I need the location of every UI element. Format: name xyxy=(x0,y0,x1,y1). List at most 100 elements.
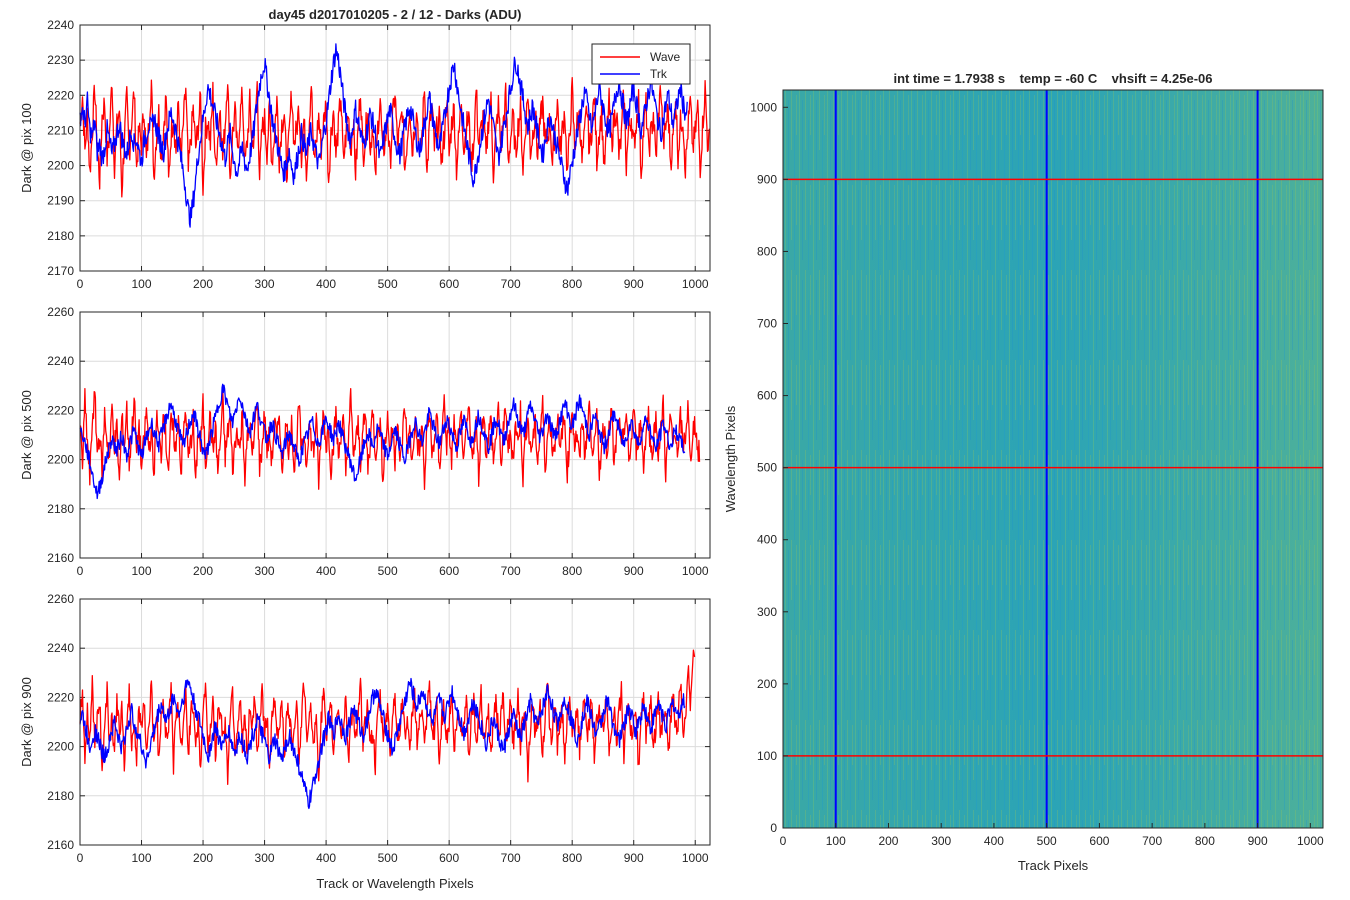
heatmap-title: int time = 1.7938 s temp = -60 C vhsift … xyxy=(893,71,1212,86)
x-tick-label: 0 xyxy=(780,834,787,848)
x-tick-label: 600 xyxy=(439,277,459,291)
x-tick-label: 0 xyxy=(77,564,84,578)
x-tick-label: 100 xyxy=(132,851,152,865)
y-axis-label: Dark @ pix 500 xyxy=(19,390,34,480)
x-tick-label: 300 xyxy=(255,564,275,578)
subplot-dark-pix-900: 2160 2180 2200 2220 2240 2260 0 100 200 300 400 50… xyxy=(19,592,711,891)
x-tick-label: 400 xyxy=(984,834,1004,848)
y-tick-label: 2220 xyxy=(47,403,74,417)
series-group xyxy=(79,649,696,810)
x-tick-label: 100 xyxy=(132,277,152,291)
x-tick-label: 400 xyxy=(316,277,336,291)
x-tick-label: 300 xyxy=(255,277,275,291)
y-axis-label: Wavelength Pixels xyxy=(723,405,738,512)
heatmap-texture xyxy=(783,90,1323,828)
plot-frame xyxy=(79,311,711,559)
y-tick-label: 2200 xyxy=(47,740,74,754)
marker-lines xyxy=(783,90,1323,828)
y-tick-label: 0 xyxy=(770,821,777,835)
y-tick-label: 2220 xyxy=(47,88,74,102)
plot-frame xyxy=(79,598,711,846)
series-group xyxy=(79,43,711,228)
x-tick-label: 1000 xyxy=(682,277,709,291)
y-tick-label: 2180 xyxy=(47,229,74,243)
y-tick-label: 2160 xyxy=(47,551,74,565)
y-tick-label: 300 xyxy=(757,605,777,619)
x-tick-label: 100 xyxy=(826,834,846,848)
y-tick-label: 200 xyxy=(757,677,777,691)
x-tick-label: 300 xyxy=(255,851,275,865)
heatmap-frame xyxy=(782,89,1324,829)
y-tick-labels: 0 100 200 300 400 500 600 700 800 900 1000 xyxy=(750,100,788,835)
y-tick-label: 2260 xyxy=(47,592,74,606)
x-tick-label: 700 xyxy=(501,564,521,578)
heatmap-panel: int time = 1.7938 s temp = -60 C vhsift … xyxy=(723,71,1324,873)
series-line-wave xyxy=(79,77,711,198)
x-tick-label: 1000 xyxy=(1297,834,1324,848)
y-tick-labels: 2160 2180 2200 2220 2240 2260 xyxy=(47,592,74,852)
y-tick-label: 2180 xyxy=(47,502,74,516)
x-tick-label: 900 xyxy=(624,851,644,865)
y-tick-label: 100 xyxy=(757,749,777,763)
y-tick-label: 2240 xyxy=(47,18,74,32)
y-tick-label: 1000 xyxy=(750,100,777,114)
x-tick-label: 1000 xyxy=(682,851,709,865)
x-tick-label: 0 xyxy=(77,277,84,291)
x-tick-label: 700 xyxy=(1142,834,1162,848)
x-tick-label: 900 xyxy=(624,564,644,578)
x-tick-label: 900 xyxy=(624,277,644,291)
x-tick-label: 100 xyxy=(132,564,152,578)
y-tick-labels: 2170 2180 2190 2200 2210 2220 2230 2240 xyxy=(47,18,74,278)
subplot-dark-pix-500: 2160 2180 2200 2220 2240 2260 0 100 200 300 400 50… xyxy=(19,305,711,578)
y-tick-label: 2200 xyxy=(47,453,74,467)
x-axis-label: Track or Wavelength Pixels xyxy=(316,876,474,891)
series-line-trk xyxy=(79,383,686,500)
x-tick-label: 700 xyxy=(501,851,521,865)
y-tick-label: 600 xyxy=(757,389,777,403)
y-tick-label: 700 xyxy=(757,317,777,331)
series-group xyxy=(79,383,701,500)
x-tick-label: 900 xyxy=(1248,834,1268,848)
y-tick-label: 2260 xyxy=(47,305,74,319)
x-tick-label: 800 xyxy=(562,564,582,578)
plot-frame xyxy=(79,24,711,272)
x-tick-label: 500 xyxy=(378,851,398,865)
subplot-dark-pix-100: 2170 2180 2190 2200 2210 2220 2230 2240 0 100 200… xyxy=(19,18,711,291)
x-tick-label: 300 xyxy=(931,834,951,848)
y-tick-label: 2220 xyxy=(47,690,74,704)
x-tick-label: 1000 xyxy=(682,564,709,578)
x-tick-label: 500 xyxy=(378,564,398,578)
y-tick-label: 2210 xyxy=(47,123,74,137)
x-tick-label: 400 xyxy=(316,851,336,865)
y-tick-label: 2170 xyxy=(47,264,74,278)
legend-label-wave: Wave xyxy=(650,50,681,64)
x-axis-label: Track Pixels xyxy=(1018,858,1089,873)
y-tick-label: 2190 xyxy=(47,194,74,208)
x-tick-label: 500 xyxy=(1037,834,1057,848)
x-tick-label: 500 xyxy=(378,277,398,291)
legend-label-trk: Trk xyxy=(650,67,668,81)
x-tick-label: 0 xyxy=(77,851,84,865)
x-tick-labels: 0 100 200 300 400 500 600 700 800 900 1000 xyxy=(780,823,1324,848)
y-tick-labels: 2160 2180 2200 2220 2240 2260 xyxy=(47,305,74,565)
y-tick-label: 2200 xyxy=(47,159,74,173)
y-tick-label: 800 xyxy=(757,244,777,258)
x-tick-label: 800 xyxy=(562,277,582,291)
y-tick-label: 500 xyxy=(757,461,777,475)
y-tick-label: 2240 xyxy=(47,354,74,368)
y-tick-label: 2230 xyxy=(47,53,74,67)
x-tick-label: 800 xyxy=(562,851,582,865)
legend-box xyxy=(591,43,691,85)
x-tick-label: 200 xyxy=(193,851,213,865)
y-tick-label: 400 xyxy=(757,533,777,547)
x-tick-label: 800 xyxy=(1195,834,1215,848)
x-tick-label: 200 xyxy=(193,564,213,578)
legend[interactable]: Wave Trk xyxy=(591,43,691,85)
y-tick-label: 2240 xyxy=(47,641,74,655)
x-tick-labels: 0 100 200 300 400 500 600 700 800 900 1000 xyxy=(77,851,709,865)
x-tick-labels: 0 100 200 300 400 500 600 700 800 900 1000 xyxy=(77,277,709,291)
x-tick-label: 700 xyxy=(501,277,521,291)
x-tick-label: 600 xyxy=(1089,834,1109,848)
series-line-trk xyxy=(79,43,688,228)
